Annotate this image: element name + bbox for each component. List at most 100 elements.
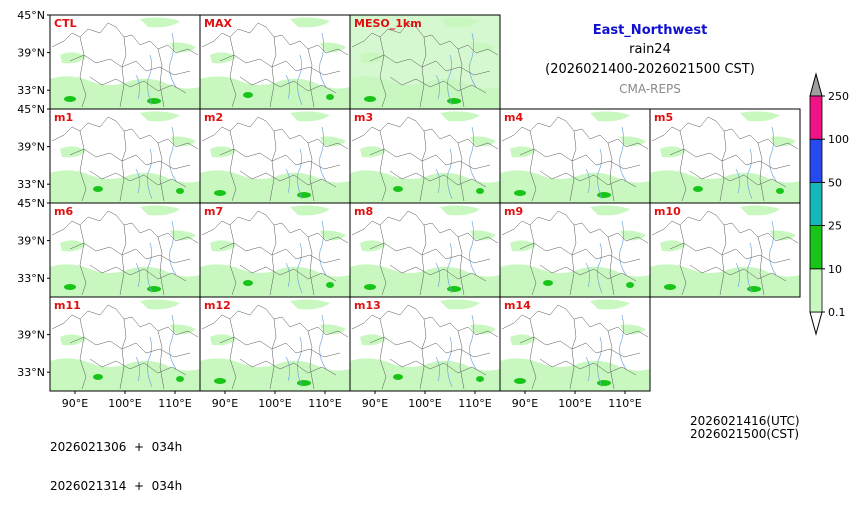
province-boundary <box>201 210 349 296</box>
heavy-precip-spot <box>176 188 184 194</box>
panel-label: CTL <box>54 17 77 30</box>
precip-area <box>350 264 500 297</box>
map-panel: MESO_1km <box>349 14 501 110</box>
heavy-precip-spot <box>514 378 526 384</box>
map-panel: m3 <box>349 108 501 204</box>
precip-area <box>500 170 650 203</box>
x-tick-label: 100°E <box>258 397 291 410</box>
panel-label: m10 <box>654 205 681 218</box>
precip-area <box>200 358 350 391</box>
river-lines <box>435 220 477 294</box>
province-boundary <box>501 304 649 390</box>
precip-area <box>590 205 630 216</box>
heavy-precip-spot <box>326 94 334 100</box>
y-tick-label: 39°N <box>17 47 45 60</box>
map-panel: m7 <box>199 202 351 298</box>
source-label: CMA-REPS <box>619 82 681 96</box>
x-tick-label: 100°E <box>408 397 441 410</box>
map-panel: m12 <box>199 296 351 392</box>
heavy-precip-spot <box>747 286 761 292</box>
y-tick-label: 33°N <box>17 366 45 379</box>
period-label: (2026021400-2026021500 CST) <box>545 62 755 77</box>
heavy-precip-spot <box>693 186 703 192</box>
river-lines <box>585 314 627 388</box>
precip-area <box>650 170 800 203</box>
heavy-precip-spot <box>93 186 103 192</box>
heavy-precip-spot <box>597 380 611 386</box>
heavy-precip-spot <box>393 186 403 192</box>
precip-area <box>210 146 236 158</box>
colorbar-segment <box>809 268 823 313</box>
panel-label: m14 <box>504 299 531 312</box>
colorbar: 0.1 10 25 50 100 250 <box>809 72 849 336</box>
province-boundary <box>351 210 499 296</box>
valid-times: 2026021416(UTC) 2026021500(CST) <box>690 415 800 441</box>
precip-area <box>60 334 86 346</box>
panel-label: MAX <box>204 17 232 30</box>
precip-area <box>500 264 650 297</box>
map-panel: m14 <box>499 296 651 392</box>
heavy-precip-spot <box>543 280 553 286</box>
heavy-precip-spot <box>297 380 311 386</box>
panel-label: m9 <box>504 205 523 218</box>
province-boundary <box>51 304 199 390</box>
precip-area <box>50 76 200 109</box>
y-tick-label: 39°N <box>17 235 45 248</box>
colorbar-segment <box>809 181 823 226</box>
heavy-precip-spot <box>364 96 376 102</box>
map-panel: m5 <box>649 108 801 204</box>
valid-time-utc: 2026021416(UTC) <box>690 414 800 428</box>
precip-area <box>510 146 536 158</box>
x-tick-label: 110°E <box>158 397 191 410</box>
precip-area <box>60 146 86 158</box>
river-lines <box>585 220 627 294</box>
heavy-precip-spot <box>626 282 634 288</box>
province-boundary <box>501 116 649 202</box>
heavy-precip-spot <box>147 98 161 104</box>
precip-area <box>440 299 480 310</box>
province-boundary <box>51 210 199 296</box>
heavy-precip-spot <box>447 286 461 292</box>
river-lines <box>585 126 627 200</box>
precip-area <box>510 240 536 252</box>
chart-title: East_Northwest <box>592 23 708 38</box>
heavy-precip-spot <box>364 284 376 290</box>
river-lines <box>285 220 327 294</box>
province-boundary <box>351 22 499 108</box>
x-tick-label: 110°E <box>458 397 491 410</box>
precip-area <box>360 240 386 252</box>
y-tick-label: 39°N <box>17 329 45 342</box>
precip-area <box>590 111 630 122</box>
x-tick-label: 90°E <box>512 397 538 410</box>
y-tick-label: 45°N <box>17 197 45 210</box>
precip-area <box>360 52 386 64</box>
x-tick-label: 90°E <box>362 397 388 410</box>
x-tick-label: 90°E <box>212 397 238 410</box>
y-tick-label: 45°N <box>17 9 45 22</box>
precip-area <box>440 17 480 28</box>
precip-area <box>210 52 236 64</box>
precip-area <box>650 264 800 297</box>
panel-label: m6 <box>54 205 73 218</box>
heavy-precip-spot <box>447 98 461 104</box>
river-lines <box>735 220 777 294</box>
river-lines <box>735 126 777 200</box>
map-panel: CTL <box>49 14 201 110</box>
river-lines <box>135 220 177 294</box>
map-panel: m10 <box>649 202 801 298</box>
map-panel: m13 <box>349 296 501 392</box>
river-lines <box>285 314 327 388</box>
panel-label: m12 <box>204 299 231 312</box>
heavy-precip-spot <box>297 192 311 198</box>
precip-area <box>290 299 330 310</box>
init-times: 2026021306 + 034h 2026021314 + 034h <box>50 415 182 506</box>
init-time-2: 2026021314 + 034h <box>50 479 183 493</box>
x-tick-label: 110°E <box>308 397 341 410</box>
y-axis-ticks: 45°N 39°N 33°N 45°N 39°N 33°N 45°N 39°N 33°N 39°N… <box>17 9 50 379</box>
precip-area <box>140 299 180 310</box>
precip-area <box>140 17 180 28</box>
panel-label: m13 <box>354 299 381 312</box>
map-panel: m6 <box>49 202 201 298</box>
variable-name: rain24 <box>629 42 671 57</box>
x-axis-ticks: 90°E 100°E 110°E 90°E 100°E 110°E 90°E 100°E 110… <box>62 391 642 410</box>
